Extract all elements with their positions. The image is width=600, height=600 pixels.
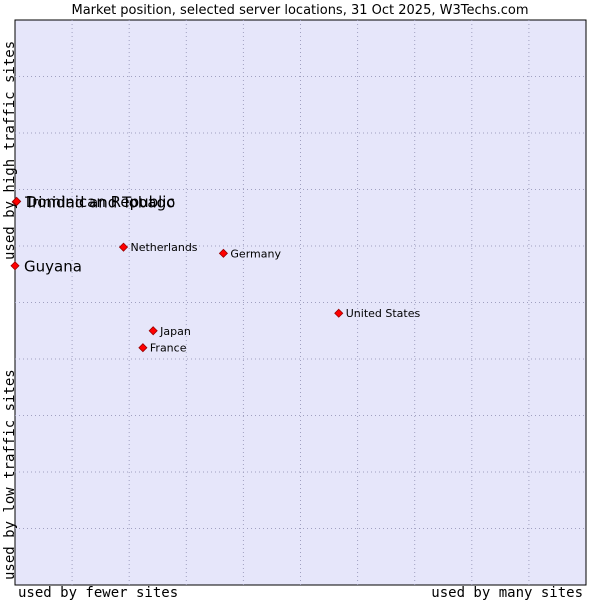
label-guyana: Guyana	[24, 257, 82, 275]
data-point-france: France	[138, 342, 187, 355]
data-point-japan: Japan	[148, 325, 191, 338]
marker-netherlands	[118, 242, 129, 252]
y-axis-label-low: used by low traffic sites	[2, 369, 18, 580]
label-trinidad-and-tobago: Trinidad and Tobago	[24, 193, 175, 211]
label-germany: Germany	[230, 247, 281, 260]
marker-guyana	[10, 261, 20, 271]
x-axis-label-right: used by many sites	[431, 585, 583, 600]
marker-dominican-republic	[12, 196, 22, 206]
marker-japan	[148, 326, 158, 336]
x-axis-label-left: used by fewer sites	[18, 585, 178, 600]
label-dominican-republic: Dominican Republic	[26, 193, 175, 211]
marker-germany	[218, 248, 228, 258]
marker-france	[138, 343, 148, 353]
label-netherlands: Netherlands	[130, 241, 197, 254]
label-united-states: United States	[346, 307, 421, 320]
label-japan: Japan	[159, 325, 191, 338]
data-point-germany: Germany	[218, 247, 281, 260]
plot-area	[14, 19, 587, 586]
data-point-dominican-republic: Dominican Republic	[12, 193, 175, 211]
y-axis-label-high: used by high traffic sites	[2, 41, 18, 260]
data-point-guyana: Guyana	[10, 257, 82, 275]
marker-united-states	[334, 308, 344, 318]
label-france: France	[150, 342, 187, 355]
data-point-united-states: United States	[334, 307, 421, 320]
chart-title: Market position, selected server locatio…	[71, 3, 528, 18]
data-point-netherlands: Netherlands	[118, 241, 198, 254]
